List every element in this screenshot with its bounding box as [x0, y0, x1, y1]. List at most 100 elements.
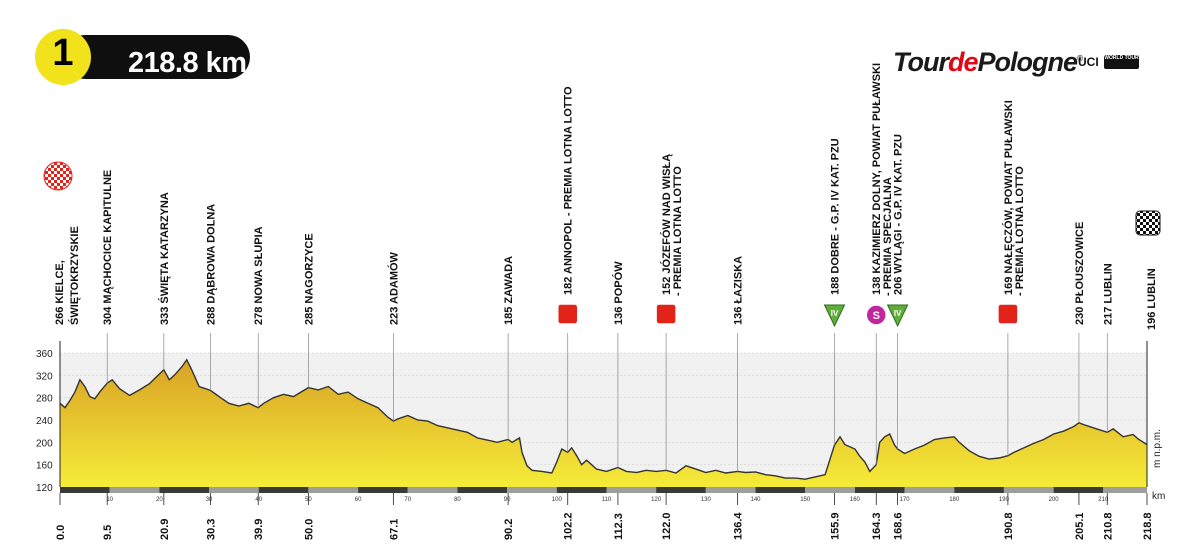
sprint-icon: [655, 303, 677, 325]
stage-badge: 218.8 km 1: [35, 29, 250, 85]
km-tick-label: 40: [255, 497, 262, 503]
sprint-icon: [997, 303, 1019, 325]
waypoint-label: 138 KAZIMIERZ DOLNY, POWIAT PUŁAWSKI: [871, 63, 883, 295]
distance-label: 210.8: [1102, 512, 1114, 540]
waypoint-label: 288 DĄBROWA DOLNA: [206, 204, 218, 325]
waypoint-label: 285 NAGORZYCE: [303, 233, 315, 325]
km-tick-label: 90: [504, 497, 511, 503]
y-axis-unit: m n.p.m.: [1152, 429, 1163, 468]
km-tick-label: 180: [949, 497, 960, 503]
waypoint-label: 217 LUBLIN: [1102, 263, 1114, 325]
km-tick-label: 210: [1098, 497, 1109, 503]
km-bar-segment: [308, 487, 359, 493]
y-tick-label: 280: [36, 394, 53, 405]
km-tick-label: 160: [850, 497, 861, 503]
km-tick-label: 100: [552, 497, 563, 503]
mountain-icon: [886, 304, 909, 328]
km-bar-segment: [109, 487, 160, 493]
special-icon: [865, 304, 887, 326]
km-bar-segment: [507, 487, 557, 493]
km-bar-segment: [805, 487, 855, 493]
km-bar-segment: [209, 487, 259, 493]
axes: 1201602002402803203601020304050607080901…: [36, 341, 1165, 540]
y-tick-label: 240: [36, 416, 53, 427]
km-bar-segment: [606, 487, 657, 493]
uci-logo: UCI: [1078, 55, 1099, 69]
km-tick-label: 140: [751, 497, 762, 503]
y-tick-label: 120: [36, 483, 53, 494]
mountain-category: IV: [894, 309, 902, 318]
waypoint-label: 152 JÓZEFÓW NAD WISŁĄ: [660, 154, 673, 295]
waypoint-label: 188 DOBRE - G.P. IV KAT. PZU: [830, 138, 842, 295]
tour-de-pologne-logo: TourdePologne® UCI WORLD TOUR: [893, 47, 1145, 79]
start-label: 266 KIELCE,: [54, 260, 66, 325]
km-tick-label: 200: [1049, 497, 1060, 503]
y-tick-label: 160: [36, 461, 53, 472]
distance-label: 9.5: [102, 525, 114, 540]
mountain-category: IV: [831, 309, 839, 318]
distance-label: 155.9: [830, 512, 842, 540]
km-tick-label: 110: [602, 497, 612, 503]
km-tick-label: 120: [651, 497, 662, 503]
distance-label: 168.6: [893, 512, 905, 540]
km-tick-label: 190: [999, 497, 1010, 503]
distance-label: 20.9: [159, 519, 171, 540]
distance-label: 136.4: [733, 512, 745, 540]
distance-label: 112.3: [613, 513, 625, 540]
sprint-icon: [556, 303, 579, 325]
tour-logo-wordmark: TourdePologne®: [893, 47, 1083, 77]
waypoint-label: 333 ŚWIĘTA KATARZYNA: [158, 192, 171, 325]
distance-label: 0.0: [55, 525, 67, 540]
y-tick-label: 360: [36, 349, 53, 360]
km-bar-segment: [755, 487, 806, 493]
km-tick-label: 20: [156, 497, 163, 503]
km-bar-segment: [1053, 487, 1104, 493]
start-marker: 266 KIELCE, ŚWIĘTOKRZYSKIE: [43, 161, 81, 325]
start-flag-icon: [43, 161, 73, 191]
km-bar-segment: [705, 487, 756, 493]
special-letter: S: [873, 310, 880, 322]
distance-label: 218.8: [1142, 512, 1154, 540]
distance-label: 122.0: [661, 512, 673, 540]
finish-flag-icon: [1135, 210, 1161, 236]
distance-label: 205.1: [1074, 512, 1086, 540]
km-bar-segment: [656, 487, 706, 493]
start-label-line2: ŚWIĘTOKRZYSKIE: [68, 226, 81, 325]
mountain-icon: [823, 304, 846, 328]
waypoint-label-line2: - PREMIA SPECJALNA: [882, 177, 894, 296]
distance-label: 39.9: [253, 519, 265, 540]
km-bar-segment: [159, 487, 210, 493]
km-tick-label: 170: [900, 497, 911, 503]
km-tick-label: 80: [454, 497, 461, 503]
km-bar-segment: [854, 487, 905, 493]
finish-marker: 196 LUBLIN: [1135, 210, 1161, 330]
waypoint-label: 278 NOWA SŁUPIA: [253, 226, 265, 325]
distance-label: 164.3: [871, 512, 883, 540]
distance-label: 90.2: [503, 519, 515, 540]
stage-number-circle: 1: [35, 29, 91, 85]
waypoint-label: 206 WYLĄGI - G.P. IV KAT. PZU: [893, 134, 905, 295]
profile-area: [60, 359, 1147, 487]
waypoint-label: 230 PŁOUSZOWICE: [1074, 222, 1086, 325]
km-bar-segment: [457, 487, 508, 493]
y-tick-label: 320: [36, 371, 53, 382]
distance-label: 50.0: [303, 519, 315, 540]
km-bar-segment: [1003, 487, 1054, 493]
world-tour-badge: WORLD TOUR: [1104, 55, 1139, 69]
stage-number: 1: [52, 32, 74, 74]
distance-label: 102.2: [563, 512, 575, 540]
waypoint-label: 182 ANNOPOL - PREMIA LOTNA LOTTO: [563, 86, 575, 295]
km-tick-label: 150: [800, 497, 811, 503]
km-tick-label: 70: [404, 497, 411, 503]
km-bar-segment: [358, 487, 408, 493]
profile-line: [59, 358, 1148, 480]
y-tick-label: 200: [36, 438, 53, 449]
distance-label: 67.1: [388, 519, 400, 540]
waypoint-label: 169 NAŁĘCZÓW, POWIAT PUŁAWSKI: [1002, 100, 1015, 295]
stage-distance: 218.8 km: [128, 47, 247, 79]
waypoint-label-line2: - PREMIA LOTNA LOTTO: [1014, 166, 1026, 296]
waypoint-label: 304 MĄCHOCICE KAPITULNE: [102, 170, 114, 325]
km-bar-segment: [904, 487, 955, 493]
km-bar-segment: [60, 487, 110, 493]
